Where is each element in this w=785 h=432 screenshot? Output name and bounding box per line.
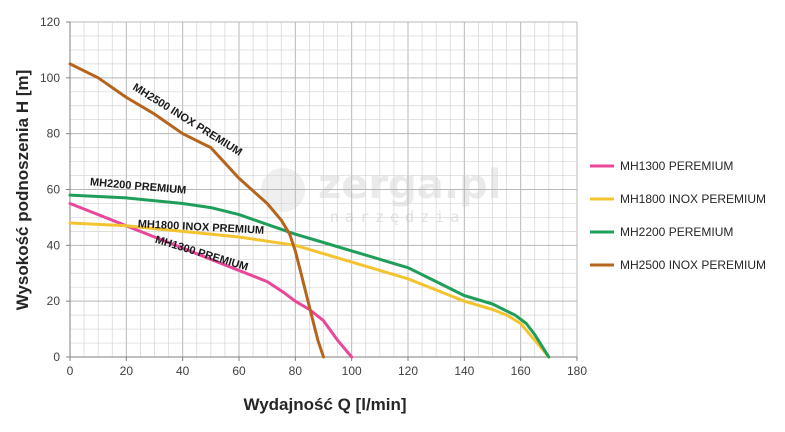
series-annotation-3: MH2200 PREMIUM (89, 176, 186, 196)
x-tick-label: 160 (511, 364, 531, 378)
legend-label-4: MH2500 INOX PEREMIUM (620, 258, 766, 272)
series-annotation-1: MH1300 PREMIUM (154, 234, 250, 274)
legend: MH1300 PEREMIUM MH1800 INOX PEREMIUM MH220… (590, 159, 766, 272)
x-tick-label: 100 (342, 364, 362, 378)
legend-label-3: MH2200 PEREMIUM (620, 225, 733, 239)
y-tick-label: 100 (40, 71, 60, 85)
x-tick-label: 180 (567, 364, 587, 378)
y-tick-label: 40 (47, 238, 61, 252)
x-tick-label: 20 (120, 364, 134, 378)
x-axis-title: Wydajność Q [l/min] (243, 395, 406, 414)
series-layer (68, 62, 551, 359)
watermark-sub-text: narzędzia (330, 208, 465, 226)
watermark-main-text: zerga.pl (318, 162, 501, 208)
series-line-2 (68, 221, 551, 359)
y-tick-label: 120 (40, 15, 60, 29)
x-tick-label: 0 (67, 364, 74, 378)
y-tick-label: 80 (47, 127, 61, 141)
x-tick-label: 60 (232, 364, 246, 378)
series-line-4 (68, 62, 325, 359)
legend-label-2: MH1800 INOX PEREMIUM (620, 192, 766, 206)
y-tick-label: 20 (47, 294, 61, 308)
y-tick-label: 60 (47, 183, 61, 197)
x-tick-label: 40 (176, 364, 190, 378)
x-tick-label: 120 (398, 364, 418, 378)
series-line-3 (68, 193, 551, 359)
y-tick-label: 0 (53, 350, 60, 364)
legend-label-1: MH1300 PEREMIUM (620, 159, 733, 173)
x-tick-label: 140 (454, 364, 474, 378)
watermark: zerga.pl narzędzia (261, 162, 501, 226)
y-axis-title: Wysokość podnoszenia H [m] (13, 70, 32, 311)
x-tick-label: 80 (289, 364, 303, 378)
